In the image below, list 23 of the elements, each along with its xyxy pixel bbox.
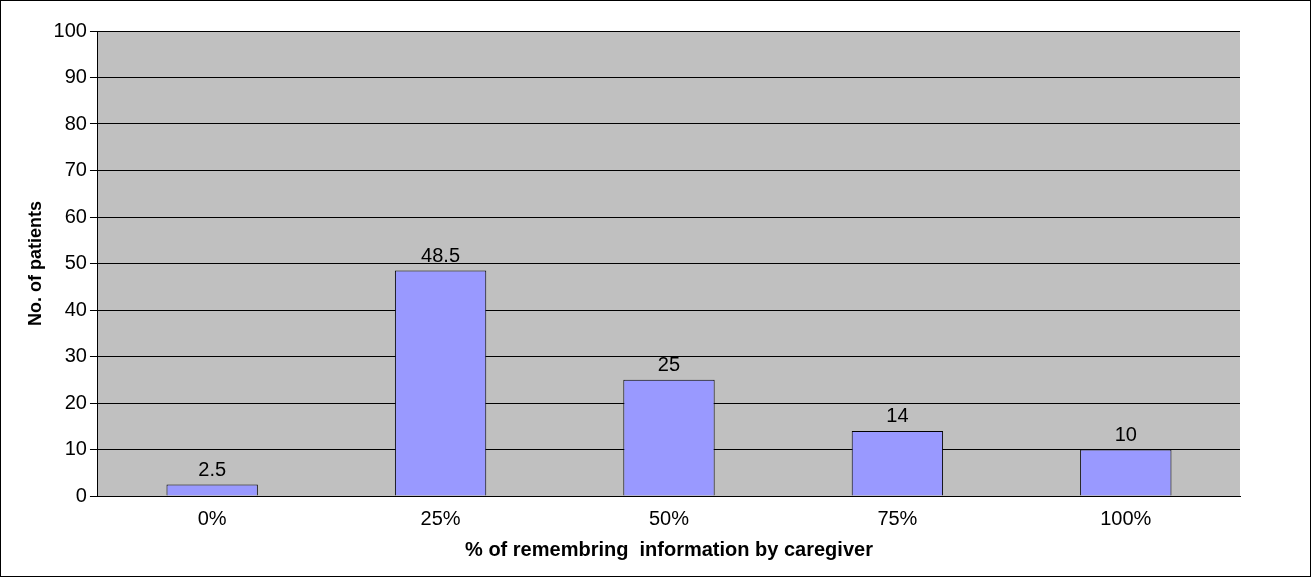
data-label: 48.5 — [421, 243, 461, 266]
data-label: 10 — [1114, 423, 1137, 446]
y-tick-label: 60 — [64, 204, 87, 227]
x-tick-label: 50% — [648, 506, 690, 529]
y-tick-label: 80 — [64, 111, 87, 134]
data-label: 2.5 — [198, 457, 227, 480]
x-tick-label: 100% — [1100, 506, 1152, 529]
x-tick-label: 0% — [197, 506, 227, 529]
y-tick-label: 30 — [64, 344, 87, 367]
x-tick-label: 25% — [420, 506, 461, 529]
data-label: 25 — [657, 353, 681, 376]
y-tick-label: 50 — [64, 251, 87, 274]
x-axis-title: % of remembring information by caregiver — [465, 537, 874, 560]
y-tick-label: 70 — [64, 158, 87, 181]
y-tick-label: 10 — [64, 437, 87, 460]
x-tick-label: 75% — [877, 506, 918, 529]
y-tick-label: 40 — [64, 297, 87, 320]
data-label: 14 — [886, 404, 909, 427]
y-tick-label: 20 — [64, 390, 87, 413]
y-tick-label: 90 — [64, 65, 87, 88]
y-tick-label: 0 — [75, 483, 87, 506]
y-axis-title: No. of patients — [24, 201, 45, 326]
y-tick-label: 100 — [53, 18, 87, 41]
